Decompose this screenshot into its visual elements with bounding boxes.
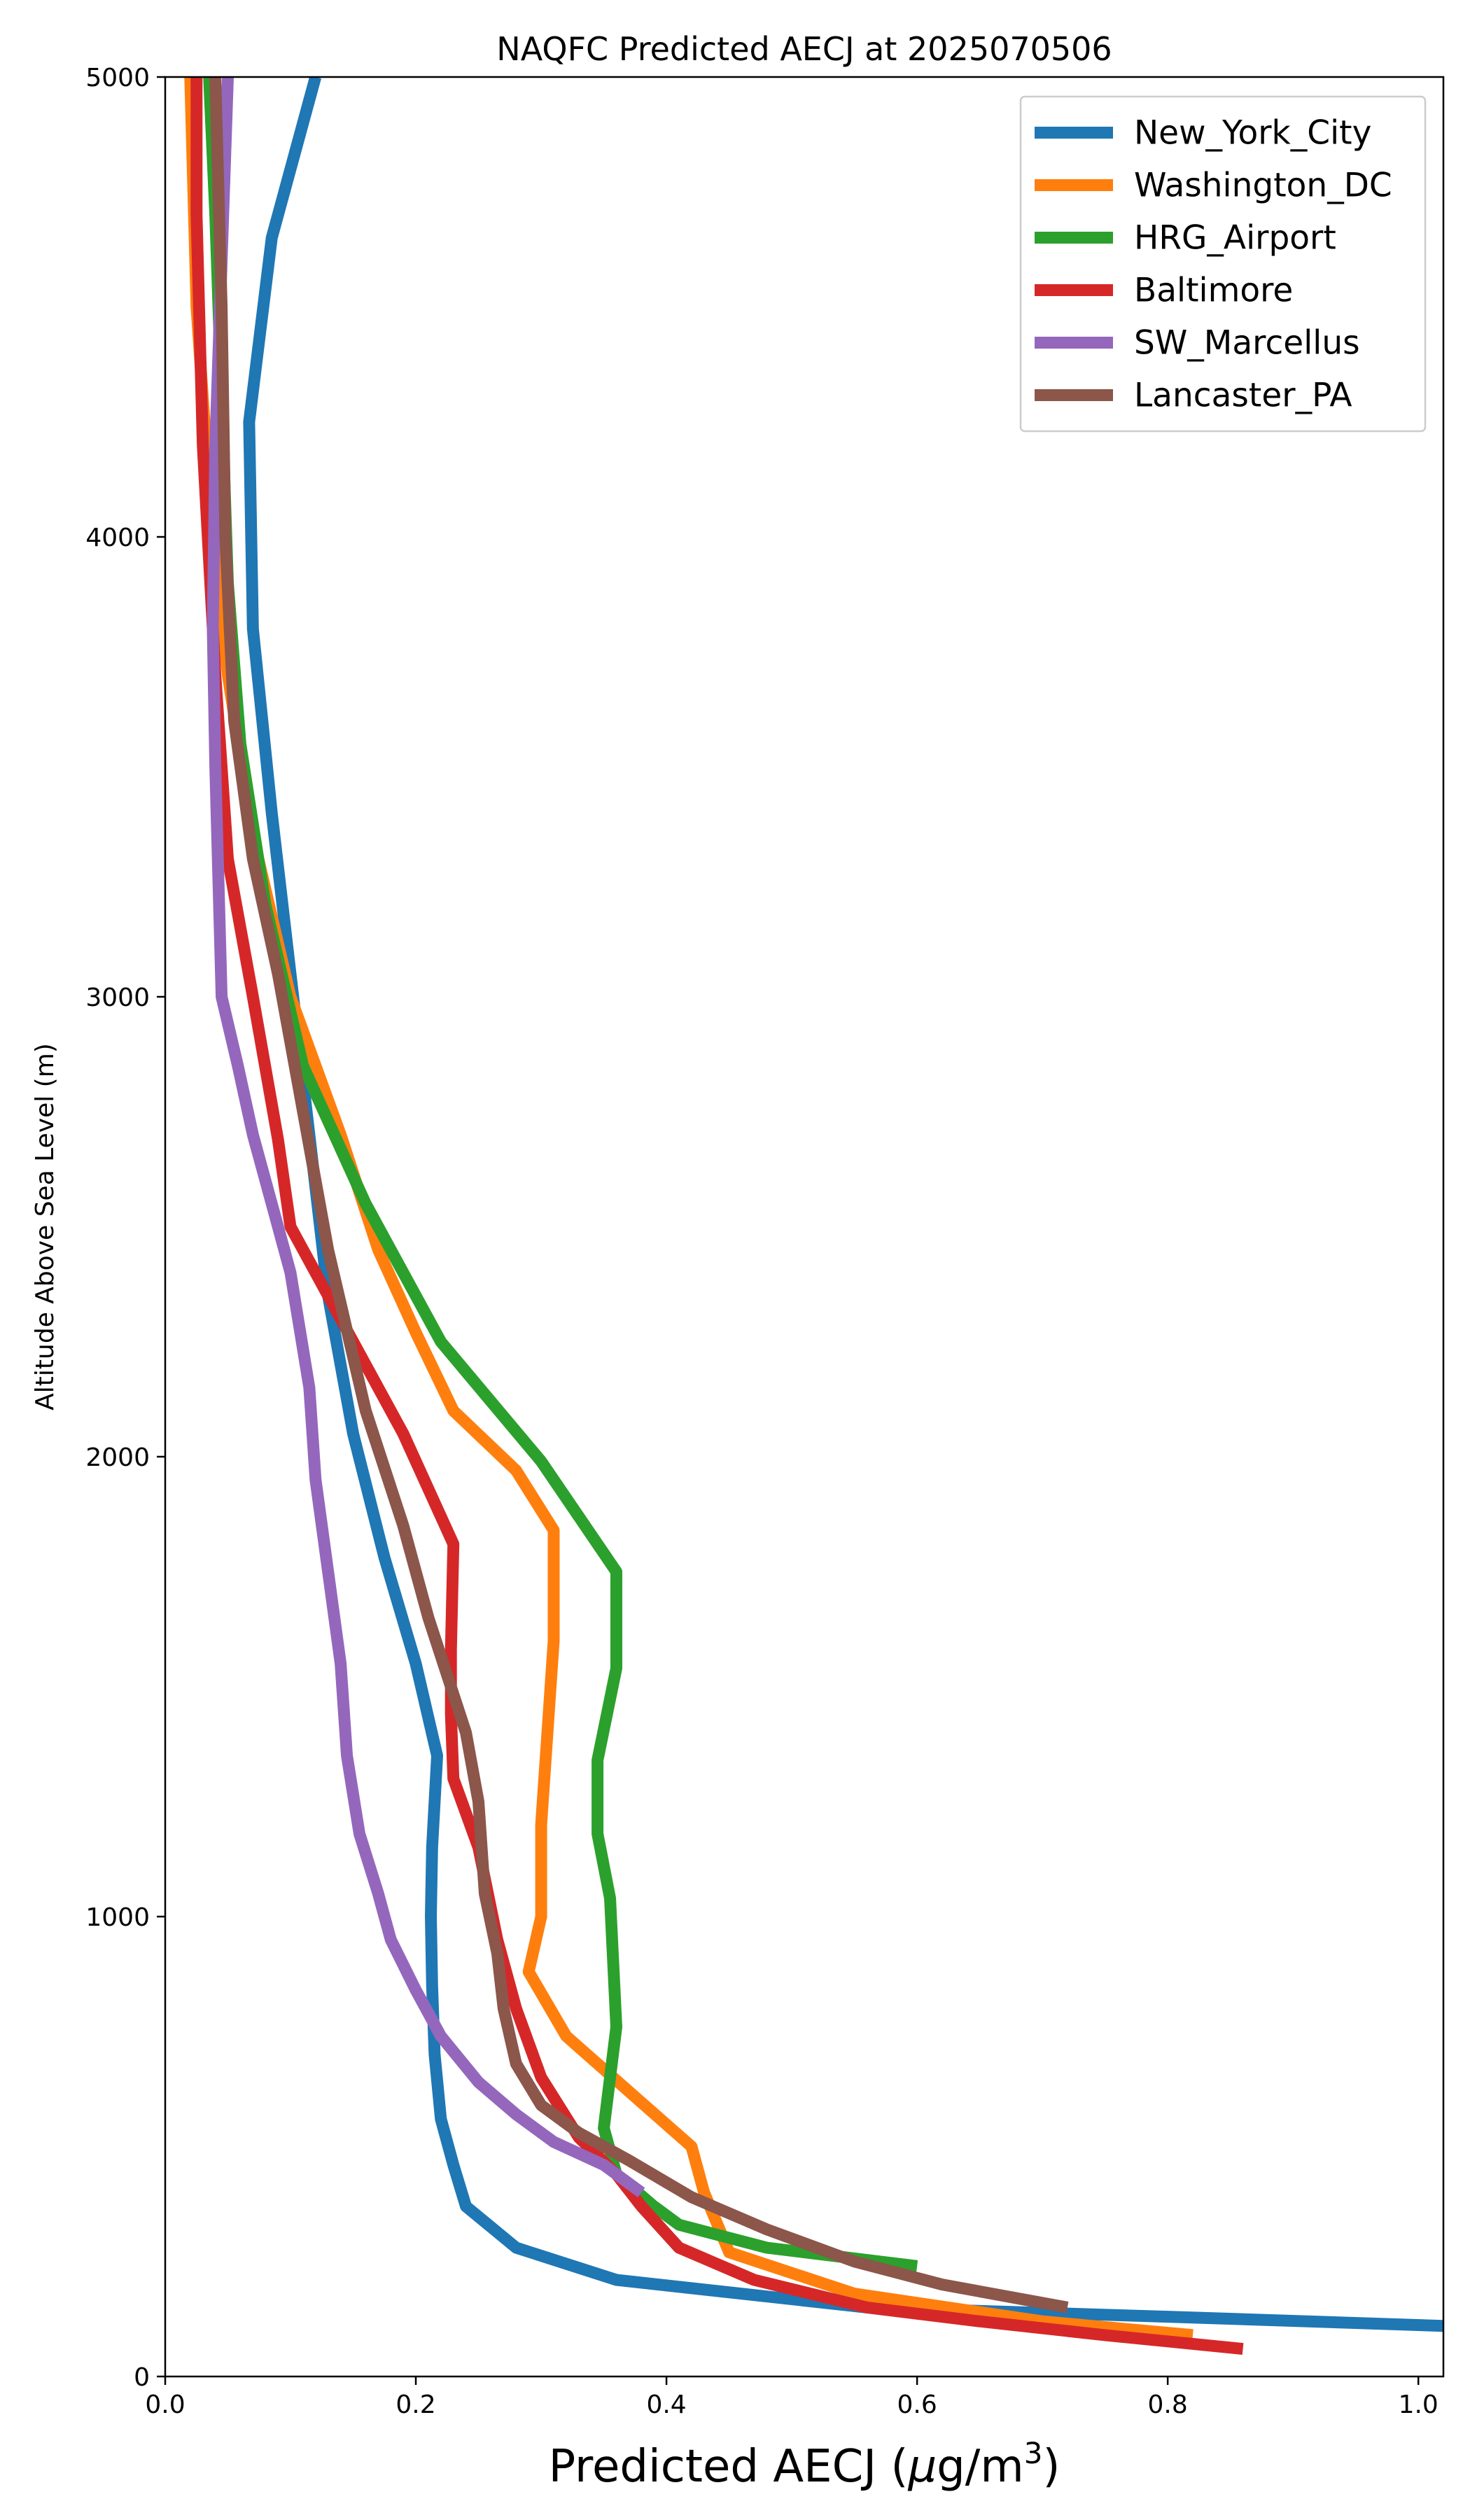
legend-label-lancaster-pa: Lancaster_PA — [1134, 377, 1352, 415]
legend: New_York_City Washington_DC HRG_Airport Bal… — [1019, 95, 1427, 433]
series-layer — [184, 77, 1443, 2356]
x-tick-label: 1.0 — [1399, 2390, 1438, 2419]
y-tick-label: 1000 — [85, 1903, 150, 1932]
y-tick-label: 2000 — [85, 1443, 150, 1472]
series-line-sw-marcellus — [206, 77, 645, 2198]
x-axis-label: Predicted AECJ (μg/m3) — [549, 2436, 1060, 2493]
legend-label-new-york-city: New_York_City — [1134, 114, 1371, 153]
x-tick-label: 0.8 — [1148, 2390, 1188, 2419]
y-tick-label: 4000 — [85, 524, 150, 552]
legend-label-washington-dc: Washington_DC — [1134, 167, 1392, 205]
x-axis-label-close: ) — [1042, 2441, 1060, 2493]
x-tick-label: 0.0 — [145, 2390, 185, 2419]
chart-title: NAQFC Predicted AECJ at 2025070506 — [496, 30, 1112, 68]
y-tick-label: 0 — [134, 2363, 150, 2392]
x-axis-label-unit: g/m — [937, 2441, 1024, 2493]
x-tick-label: 0.6 — [897, 2390, 937, 2419]
x-axis-label-unit-superscript: 3 — [1024, 2436, 1043, 2470]
x-tick-label: 0.4 — [646, 2390, 686, 2419]
x-axis-label-text: Predicted AECJ ( — [549, 2441, 909, 2493]
axes-frame — [164, 76, 1445, 2378]
legend-label-sw-marcellus: SW_Marcellus — [1134, 324, 1360, 363]
y-tick-label: 3000 — [85, 983, 150, 1012]
y-axis-label: Altitude Above Sea Level (m) — [31, 1043, 59, 1410]
series-line-baltimore — [190, 77, 1244, 2356]
ticks-layer: 0.0 0.2 0.4 0.6 0.8 1.0 0 1000 2000 3000 4000 5000 — [85, 64, 1438, 2419]
y-tick-label: 5000 — [85, 64, 150, 92]
legend-label-hrg-airport: HRG_Airport — [1134, 219, 1336, 258]
legend-box — [1019, 95, 1427, 433]
x-axis-label-unit-prefix: μ — [907, 2441, 937, 2493]
series-line-new-york-city — [243, 77, 1443, 2332]
legend-label-baltimore: Baltimore — [1134, 272, 1293, 310]
x-tick-label: 0.2 — [396, 2390, 435, 2419]
series-line-lancaster-pa — [209, 77, 1069, 2314]
